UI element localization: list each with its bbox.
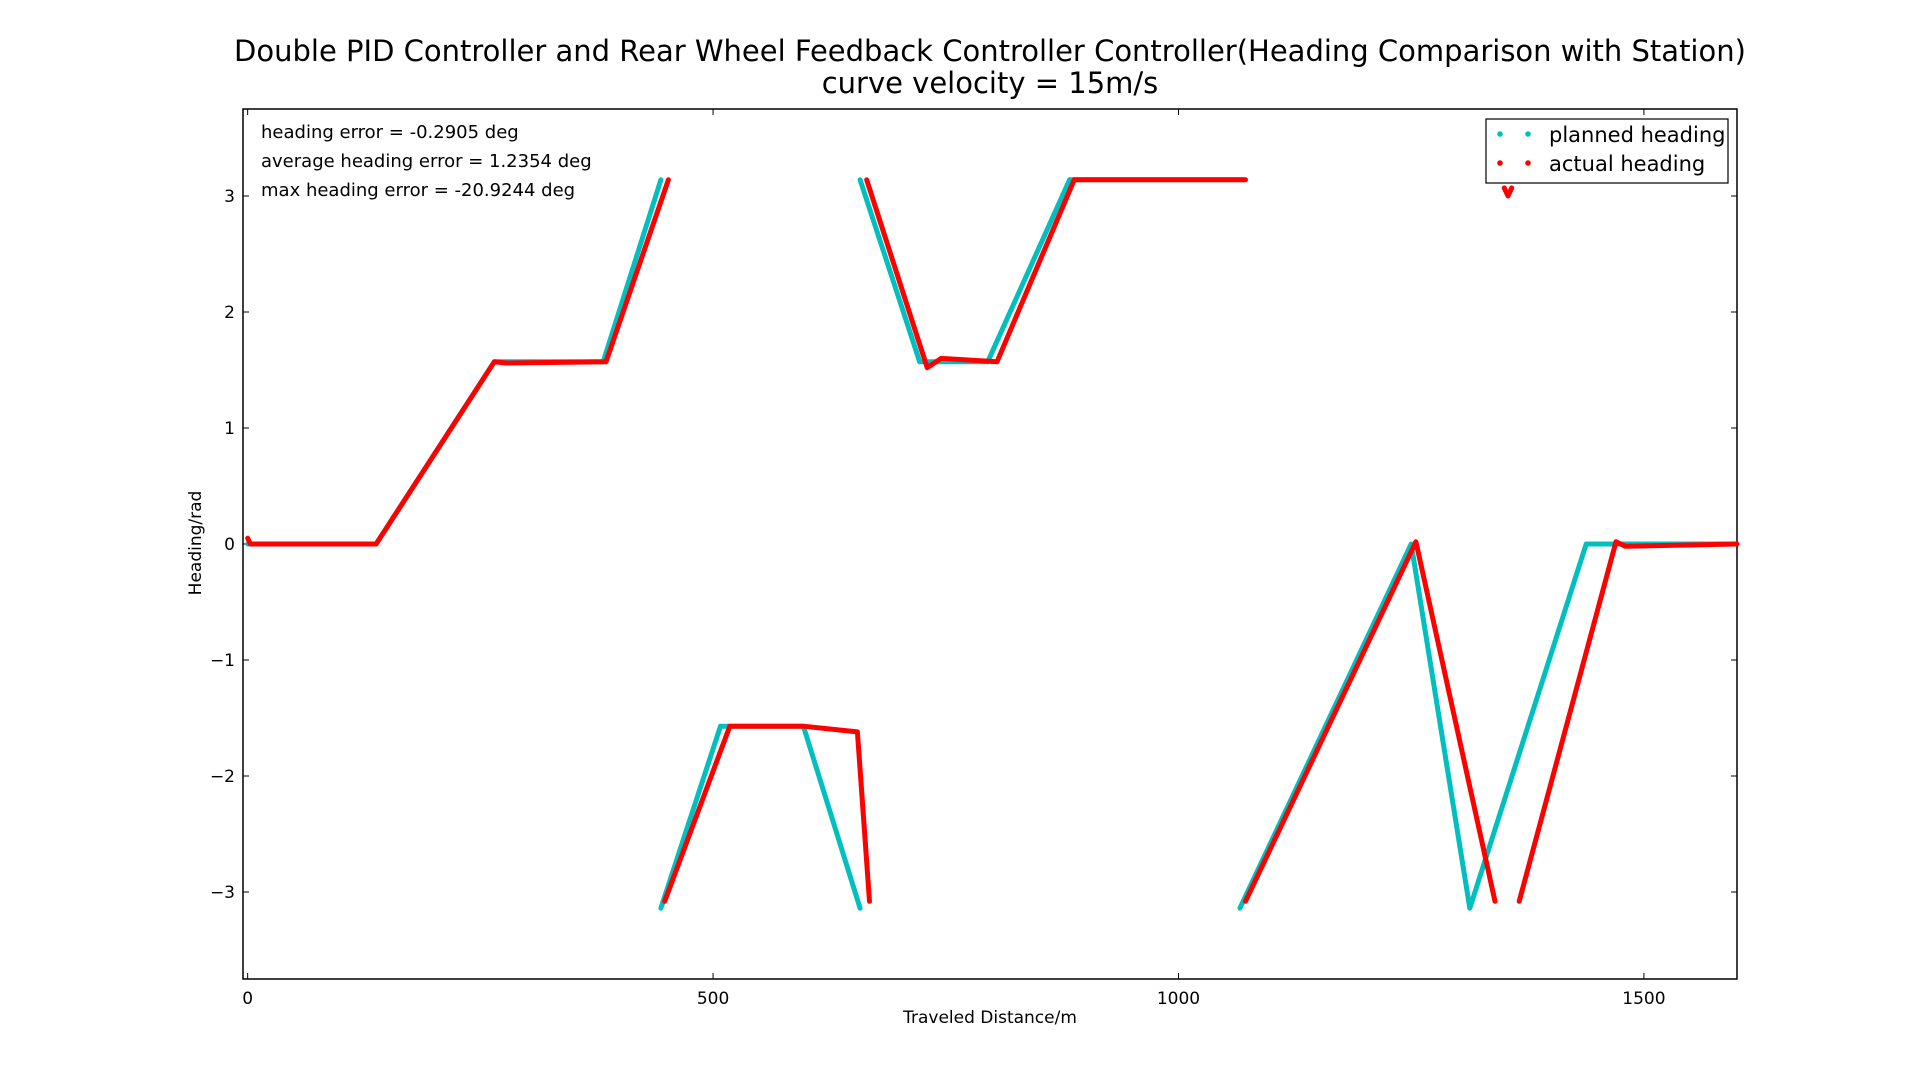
y-tick-label: 1: [224, 419, 235, 439]
annotation-heading-error: heading error = -0.2905 deg: [261, 122, 519, 143]
series-group: [245, 177, 1740, 911]
x-tick-label: 500: [697, 989, 729, 1009]
x-tick-label: 1000: [1157, 989, 1200, 1009]
y-tick-label: 0: [224, 535, 235, 555]
series-segment: [662, 723, 872, 904]
legend-marker-actual-1: [1497, 160, 1503, 166]
x-tick-label: 0: [242, 989, 253, 1009]
y-tick-label: −2: [210, 767, 235, 787]
annotation-average-heading-error: average heading error = 1.2354 deg: [261, 151, 592, 172]
annotations: heading error = -0.2905 deg average head…: [261, 122, 592, 201]
chart-subtitle: curve velocity = 15m/s: [822, 66, 1159, 100]
y-axis: −3 −2 −1 0 1 2 3: [210, 187, 1737, 903]
annotation-max-heading-error: max heading error = -20.9244 deg: [261, 180, 575, 201]
plot-frame: [242, 108, 1738, 980]
legend-marker-actual-2: [1525, 160, 1531, 166]
chart-title: Double PID Controller and Rear Wheel Fee…: [234, 34, 1746, 68]
series-segment: [857, 177, 1073, 365]
x-axis-label: Traveled Distance/m: [902, 1008, 1077, 1028]
series-segment: [1243, 539, 1498, 904]
legend-marker-planned-1: [1497, 131, 1503, 137]
series-segment: [245, 177, 671, 547]
plot-area: 0 500 1000 1500 −3 −2 −1 0 1 2 3: [210, 108, 1740, 1009]
legend-label-actual: actual heading: [1549, 152, 1705, 176]
y-tick-label: −1: [210, 651, 235, 671]
y-tick-label: 2: [224, 303, 235, 323]
legend-label-planned: planned heading: [1549, 123, 1725, 147]
y-tick-label: −3: [210, 883, 235, 903]
x-tick-label: 1500: [1622, 989, 1665, 1009]
legend: planned heading actual heading: [1485, 118, 1729, 184]
x-axis: 0 500 1000 1500: [242, 109, 1666, 1009]
series-actual-heading: [245, 177, 1740, 904]
series-segment: [864, 177, 1077, 371]
series-segment: [1501, 185, 1515, 199]
y-axis-label: Heading/rad: [186, 491, 206, 596]
y-tick-label: 3: [224, 187, 235, 207]
series-segment: [1516, 539, 1740, 904]
legend-box: [1485, 118, 1729, 184]
legend-marker-planned-2: [1525, 131, 1531, 137]
